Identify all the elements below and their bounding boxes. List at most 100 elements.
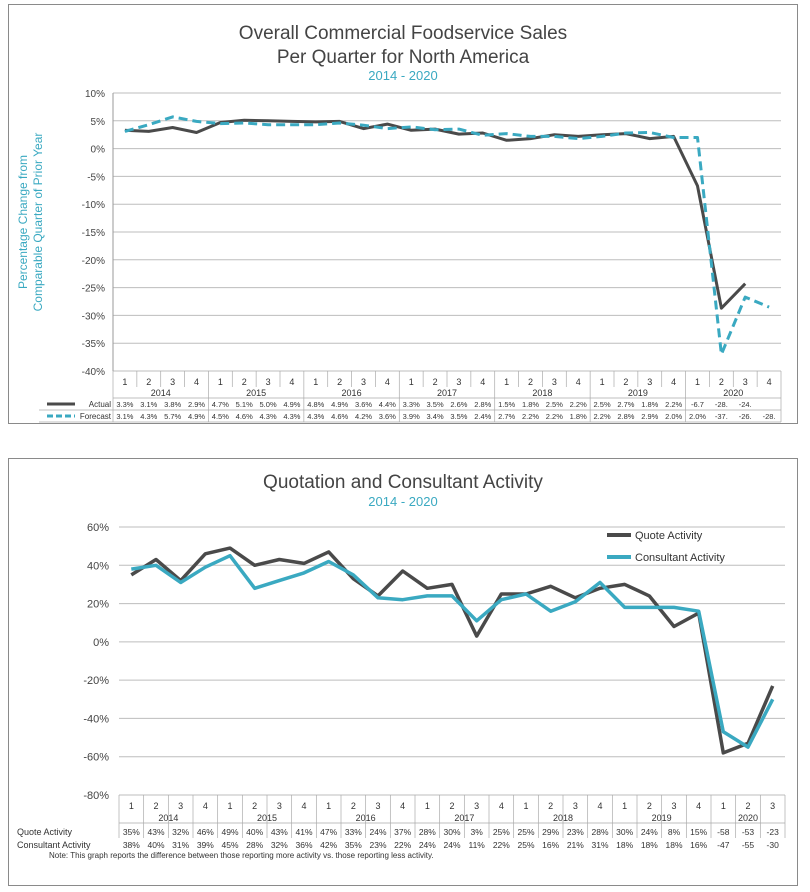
quarter-label: 2 bbox=[745, 801, 750, 811]
table-cell: -53 bbox=[742, 827, 755, 837]
table-cell: -37. bbox=[715, 412, 728, 421]
table-cell: 3.1% bbox=[116, 412, 133, 421]
quarter-label: 3 bbox=[770, 801, 775, 811]
table-cell: 16% bbox=[690, 840, 707, 850]
y-tick-label: -80% bbox=[83, 790, 109, 802]
quarter-label: 2 bbox=[719, 377, 724, 387]
table-cell: 2.9% bbox=[641, 412, 658, 421]
table-cell: 1.5% bbox=[498, 400, 515, 409]
year-label: 2017 bbox=[437, 388, 457, 398]
quarter-label: 4 bbox=[289, 377, 294, 387]
chart-subtitle: 2014 - 2020 bbox=[368, 494, 437, 509]
quarter-label: 3 bbox=[456, 377, 461, 387]
table-cell: 18% bbox=[665, 840, 682, 850]
table-cell: -58 bbox=[717, 827, 730, 837]
table-cell: 18% bbox=[641, 840, 658, 850]
y-tick-label: -15% bbox=[82, 228, 105, 239]
quarter-label: 3 bbox=[743, 377, 748, 387]
table-cell: 16% bbox=[542, 840, 559, 850]
quarter-label: 3 bbox=[671, 801, 676, 811]
table-cell: 3.5% bbox=[427, 400, 444, 409]
table-cell: 1.8% bbox=[641, 400, 658, 409]
table-cell: 46% bbox=[197, 827, 214, 837]
y-tick-label: -40% bbox=[82, 367, 105, 378]
y-tick-label: 10% bbox=[85, 89, 105, 100]
y-tick-label: -10% bbox=[82, 200, 105, 211]
table-cell: 1.8% bbox=[522, 400, 539, 409]
table-cell: 4.9% bbox=[188, 412, 205, 421]
quarter-label: 3 bbox=[277, 801, 282, 811]
year-label: 2017 bbox=[454, 813, 474, 823]
quarter-label: 1 bbox=[122, 377, 127, 387]
table-cell: 2.5% bbox=[594, 400, 611, 409]
table-cell: 3.6% bbox=[379, 412, 396, 421]
quarter-label: 1 bbox=[425, 801, 430, 811]
quarter-label: 3 bbox=[573, 801, 578, 811]
y-tick-label: 0% bbox=[93, 637, 109, 649]
legend-label: Consultant Activity bbox=[635, 552, 725, 564]
quarter-label: 1 bbox=[695, 377, 700, 387]
table-cell: -24. bbox=[739, 400, 752, 409]
quarter-label: 4 bbox=[499, 801, 504, 811]
y-tick-label: 60% bbox=[87, 522, 109, 534]
quarter-label: 2 bbox=[623, 377, 628, 387]
chart-title: Overall Commercial Foodservice Sales bbox=[239, 23, 567, 44]
table-cell: 37% bbox=[394, 827, 411, 837]
table-row-label: Consultant Activity bbox=[17, 840, 91, 850]
table-cell: 4.3% bbox=[283, 412, 300, 421]
table-cell: 28% bbox=[246, 840, 263, 850]
y-tick-label: -60% bbox=[83, 752, 109, 764]
table-cell: 2.2% bbox=[594, 412, 611, 421]
quarter-label: 2 bbox=[153, 801, 158, 811]
quarter-label: 1 bbox=[227, 801, 232, 811]
table-cell: 11% bbox=[468, 840, 485, 850]
table-cell: 22% bbox=[394, 840, 411, 850]
year-label: 2019 bbox=[628, 388, 648, 398]
quarter-label: 3 bbox=[552, 377, 557, 387]
table-cell: 49% bbox=[221, 827, 238, 837]
quarter-label: 1 bbox=[129, 801, 134, 811]
quarter-label: 4 bbox=[203, 801, 208, 811]
table-cell: 2.0% bbox=[665, 412, 682, 421]
year-label: 2018 bbox=[553, 813, 573, 823]
quarter-label: 1 bbox=[218, 377, 223, 387]
quarter-label: 4 bbox=[696, 801, 701, 811]
table-cell: 24% bbox=[419, 840, 436, 850]
quarter-label: 2 bbox=[351, 801, 356, 811]
quarter-label: 4 bbox=[767, 377, 772, 387]
table-cell: 4.9% bbox=[283, 400, 300, 409]
table-cell: 2.6% bbox=[450, 400, 467, 409]
table-cell: 30% bbox=[616, 827, 633, 837]
y-axis-label-line: Percentage Change from bbox=[16, 155, 30, 289]
series-line-consultant-activity bbox=[131, 553, 775, 749]
table-cell: 21% bbox=[567, 840, 584, 850]
quotation-activity-panel: Quotation and Consultant Activity 2014 - … bbox=[8, 458, 798, 886]
table-cell: 4.2% bbox=[355, 412, 372, 421]
table-cell: 4.5% bbox=[212, 412, 229, 421]
table-cell: 38% bbox=[123, 840, 140, 850]
y-tick-label: -35% bbox=[82, 339, 105, 350]
quarter-label: 2 bbox=[528, 377, 533, 387]
table-cell: 3.4% bbox=[427, 412, 444, 421]
table-cell: 2.7% bbox=[498, 412, 515, 421]
quarter-label: 3 bbox=[170, 377, 175, 387]
quarter-label: 4 bbox=[576, 377, 581, 387]
table-cell: 28% bbox=[419, 827, 436, 837]
table-cell: 3.1% bbox=[140, 400, 157, 409]
y-tick-label: -5% bbox=[87, 172, 105, 183]
table-cell: 30% bbox=[443, 827, 460, 837]
legend-label: Forecast bbox=[80, 412, 112, 421]
table-cell: 2.4% bbox=[474, 412, 491, 421]
table-cell: -23 bbox=[767, 827, 780, 837]
table-cell: 23% bbox=[567, 827, 584, 837]
chart-note: Note: This graph reports the difference … bbox=[49, 851, 434, 860]
table-cell: 42% bbox=[320, 840, 337, 850]
y-tick-label: -30% bbox=[82, 311, 105, 322]
table-cell: 2.8% bbox=[474, 400, 491, 409]
series-line-quote-activity bbox=[130, 546, 775, 755]
table-cell: 4.9% bbox=[331, 400, 348, 409]
table-cell: 4.6% bbox=[236, 412, 253, 421]
table-cell: 4.3% bbox=[260, 412, 277, 421]
chart-title: Quotation and Consultant Activity bbox=[263, 472, 543, 493]
table-cell: 24% bbox=[641, 827, 658, 837]
